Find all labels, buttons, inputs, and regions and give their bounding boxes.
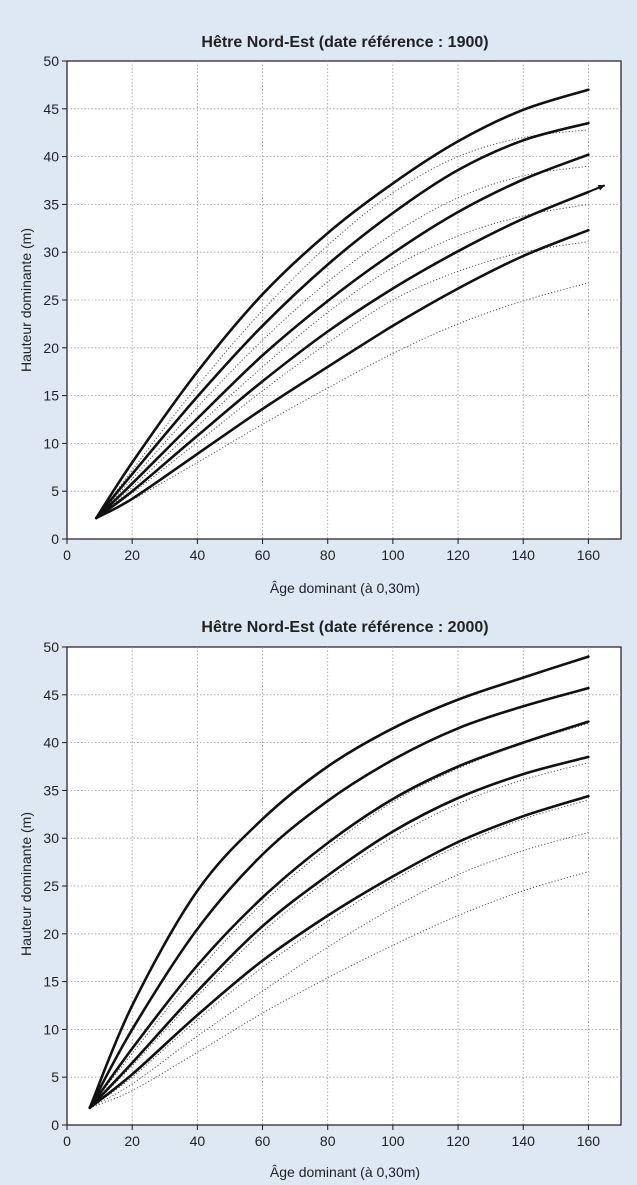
arrow-head <box>597 184 605 191</box>
x-tick-label: 40 <box>190 1133 206 1149</box>
x-tick-label: 120 <box>446 547 470 563</box>
x-tick-label: 160 <box>577 1133 601 1149</box>
x-tick-label: 80 <box>320 547 336 563</box>
y-tick-label: 10 <box>43 435 59 451</box>
dotted-curve-8 <box>89 799 589 1109</box>
x-tick-label: 80 <box>320 1133 336 1149</box>
y-tick-label: 40 <box>43 735 59 751</box>
y-tick-label: 30 <box>43 830 59 846</box>
y-tick-label: 45 <box>43 687 59 703</box>
chart-title: Hêtre Nord-Est (date référence : 2000) <box>201 619 488 636</box>
x-axis-label: Âge dominant (à 0,30m) <box>270 580 420 596</box>
y-tick-label: 25 <box>43 878 59 894</box>
y-tick-label: 20 <box>43 926 59 942</box>
x-tick-label: 40 <box>190 547 206 563</box>
x-tick-label: 160 <box>577 547 601 563</box>
y-axis-label: Hauteur dominante (m) <box>18 228 34 372</box>
y-tick-label: 10 <box>43 1021 59 1037</box>
y-tick-label: 25 <box>43 292 59 308</box>
dotted-curve-9 <box>89 832 589 1109</box>
y-tick-label: 40 <box>43 149 59 165</box>
solid-curve-4 <box>88 755 590 1110</box>
y-tick-label: 30 <box>43 244 59 260</box>
x-tick-label: 120 <box>446 1133 470 1149</box>
chart-panel-2000: Hêtre Nord-Est (date référence : 2000) Â… <box>18 619 622 1180</box>
solid-curve-4 <box>95 190 590 520</box>
y-tick-label: 35 <box>43 782 59 798</box>
y-tick-label: 5 <box>51 483 59 499</box>
x-tick-label: 20 <box>124 547 140 563</box>
solid-curve-3 <box>88 720 590 1110</box>
x-tick-label: 100 <box>381 1133 405 1149</box>
y-tick-label: 35 <box>43 196 59 212</box>
chart-title: Hêtre Nord-Est (date référence : 1900) <box>201 34 488 51</box>
y-tick-label: 0 <box>51 531 59 547</box>
x-tick-label: 60 <box>255 1133 271 1149</box>
dotted-curve-7 <box>89 762 589 1109</box>
chart-panel-1900: Hêtre Nord-Est (date référence : 1900) Â… <box>18 34 622 596</box>
x-tick-label: 60 <box>255 547 271 563</box>
y-tick-label: 20 <box>43 340 59 356</box>
solid-curve-1 <box>88 655 590 1110</box>
y-axis-label: Hauteur dominante (m) <box>18 812 34 956</box>
solid-curve-2 <box>95 121 590 520</box>
solid-curve-5 <box>88 794 590 1110</box>
x-axis-label: Âge dominant (à 0,30m) <box>270 1164 420 1180</box>
y-tick-label: 5 <box>51 1069 59 1085</box>
dotted-curve-8 <box>95 203 589 519</box>
x-tick-label: 0 <box>63 547 71 563</box>
y-tick-label: 15 <box>43 974 59 990</box>
solid-curve-2 <box>88 686 590 1110</box>
y-tick-label: 50 <box>43 639 59 655</box>
dotted-curve-10 <box>96 282 589 519</box>
solid-curve-3 <box>95 153 590 520</box>
solid-curve-5 <box>95 228 590 520</box>
x-tick-label: 140 <box>512 547 536 563</box>
y-tick-label: 0 <box>51 1117 59 1133</box>
y-tick-label: 50 <box>43 53 59 69</box>
x-tick-label: 140 <box>512 1133 536 1149</box>
x-tick-label: 0 <box>63 1133 71 1149</box>
x-tick-label: 100 <box>381 547 405 563</box>
solid-curve-1 <box>95 88 590 520</box>
x-tick-label: 20 <box>124 1133 140 1149</box>
y-tick-label: 45 <box>43 101 59 117</box>
y-tick-label: 15 <box>43 388 59 404</box>
